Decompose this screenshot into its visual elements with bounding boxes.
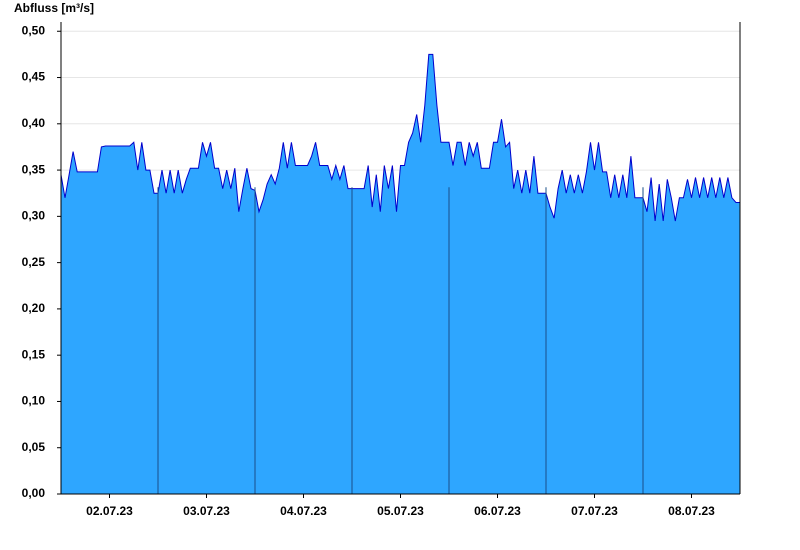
x-tick-label: 07.07.23 — [571, 504, 618, 518]
x-tick-label: 06.07.23 — [474, 504, 521, 518]
y-tick-label: 0,45 — [22, 70, 46, 84]
x-tick-label: 03.07.23 — [183, 504, 230, 518]
y-tick-label: 0,35 — [22, 162, 46, 176]
x-tick-label: 05.07.23 — [377, 504, 424, 518]
line — [60, 53, 740, 222]
y-tick-label: 0,05 — [22, 440, 46, 454]
y-tick-label: 0,10 — [22, 394, 46, 408]
chart-title: Abfluss [m³/s] — [14, 1, 94, 15]
x-tick-label: 08.07.23 — [668, 504, 715, 518]
y-tick-label: 0,15 — [22, 347, 46, 361]
x-tick-label: 02.07.23 — [86, 504, 133, 518]
y-tick-label: 0,00 — [22, 486, 46, 500]
y-tick-label: 0,40 — [22, 116, 46, 130]
y-tick-label: 0,50 — [22, 23, 46, 37]
y-tick-label: 0,30 — [22, 209, 46, 223]
area — [61, 54, 740, 495]
y-tick-label: 0,25 — [22, 255, 46, 269]
y-tick-label: 0,20 — [22, 301, 46, 315]
x-tick-label: 04.07.23 — [280, 504, 327, 518]
